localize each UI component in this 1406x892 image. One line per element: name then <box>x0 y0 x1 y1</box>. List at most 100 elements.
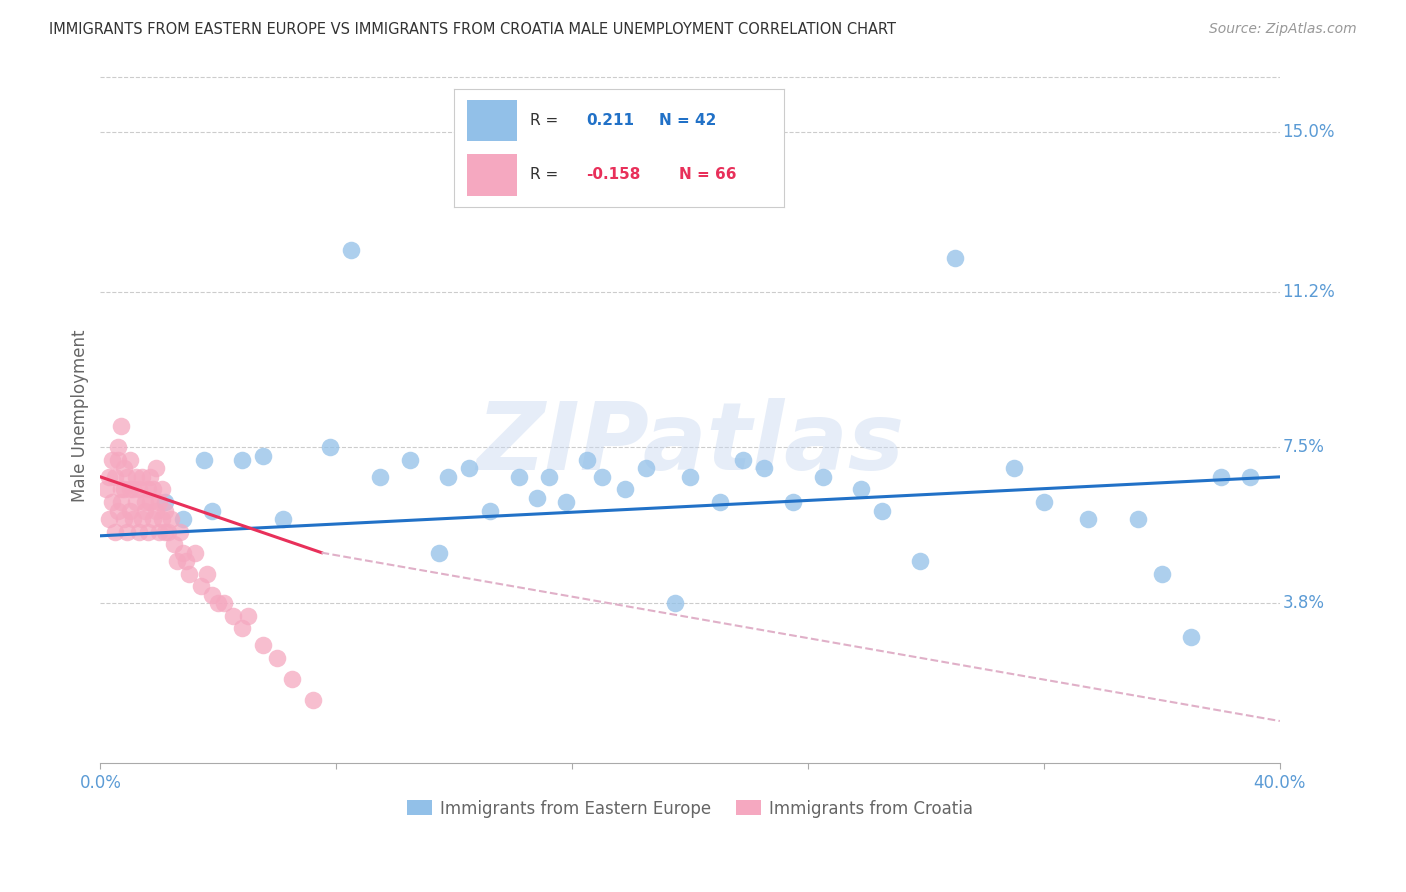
Point <box>125 495 148 509</box>
Point <box>1209 470 1232 484</box>
Point <box>125 470 148 484</box>
Point <box>110 419 132 434</box>
Point <box>121 483 143 497</box>
Point <box>142 512 165 526</box>
Point <box>201 503 224 517</box>
Text: 11.2%: 11.2% <box>1282 283 1334 301</box>
Point <box>301 693 323 707</box>
Point <box>177 566 200 581</box>
Point <box>148 495 170 509</box>
Point <box>96 483 118 497</box>
Point <box>207 596 229 610</box>
Point <box>134 503 156 517</box>
Point <box>112 483 135 497</box>
Point <box>118 483 141 497</box>
Point <box>437 470 460 484</box>
Point <box>231 453 253 467</box>
Point <box>458 461 481 475</box>
Point <box>281 672 304 686</box>
Point <box>478 503 501 517</box>
Point <box>131 470 153 484</box>
Point <box>150 512 173 526</box>
Point <box>1150 566 1173 581</box>
Text: Source: ZipAtlas.com: Source: ZipAtlas.com <box>1209 22 1357 37</box>
Point <box>1180 630 1202 644</box>
Point <box>193 453 215 467</box>
Point <box>107 453 129 467</box>
Point <box>110 483 132 497</box>
Text: IMMIGRANTS FROM EASTERN EUROPE VS IMMIGRANTS FROM CROATIA MALE UNEMPLOYMENT CORR: IMMIGRANTS FROM EASTERN EUROPE VS IMMIGR… <box>49 22 896 37</box>
Point <box>634 461 657 475</box>
Point <box>849 483 872 497</box>
Point <box>115 470 138 484</box>
Point <box>340 243 363 257</box>
Point <box>128 524 150 539</box>
Point <box>319 441 342 455</box>
Point <box>131 512 153 526</box>
Point <box>575 453 598 467</box>
Point <box>136 524 159 539</box>
Point <box>399 453 422 467</box>
Point <box>1128 512 1150 526</box>
Text: 3.8%: 3.8% <box>1282 594 1324 612</box>
Point <box>157 524 180 539</box>
Point <box>271 512 294 526</box>
Point <box>614 483 637 497</box>
Point <box>429 546 451 560</box>
Point <box>752 461 775 475</box>
Point <box>166 554 188 568</box>
Point <box>1032 495 1054 509</box>
Point <box>195 566 218 581</box>
Point <box>107 441 129 455</box>
Point <box>104 524 127 539</box>
Point <box>252 638 274 652</box>
Point <box>145 461 167 475</box>
Point <box>782 495 804 509</box>
Point <box>112 512 135 526</box>
Point <box>139 470 162 484</box>
Point <box>679 470 702 484</box>
Point <box>1239 470 1261 484</box>
Point <box>134 495 156 509</box>
Point <box>526 491 548 505</box>
Point <box>1077 512 1099 526</box>
Y-axis label: Male Unemployment: Male Unemployment <box>72 329 89 502</box>
Point <box>212 596 235 610</box>
Point <box>118 453 141 467</box>
Point <box>155 503 177 517</box>
Legend: Immigrants from Eastern Europe, Immigrants from Croatia: Immigrants from Eastern Europe, Immigran… <box>401 793 980 824</box>
Point <box>870 503 893 517</box>
Point <box>537 470 560 484</box>
Point <box>128 483 150 497</box>
Point <box>172 512 194 526</box>
Point <box>107 503 129 517</box>
Point <box>98 512 121 526</box>
Point <box>139 495 162 509</box>
Point <box>664 596 686 610</box>
Point <box>591 470 613 484</box>
Text: ZIPatlas: ZIPatlas <box>477 398 904 490</box>
Point <box>266 651 288 665</box>
Point <box>101 495 124 509</box>
Point <box>508 470 530 484</box>
Point <box>236 608 259 623</box>
Point <box>231 622 253 636</box>
Point <box>104 470 127 484</box>
Point <box>155 495 177 509</box>
Point <box>98 470 121 484</box>
Point <box>101 453 124 467</box>
Point <box>733 453 755 467</box>
Point <box>174 554 197 568</box>
Point <box>145 503 167 517</box>
Point <box>110 495 132 509</box>
Point <box>201 588 224 602</box>
Point <box>160 512 183 526</box>
Point <box>811 470 834 484</box>
Text: 7.5%: 7.5% <box>1282 438 1324 457</box>
Point <box>115 524 138 539</box>
Point <box>555 495 578 509</box>
Point <box>945 251 967 265</box>
Point <box>709 495 731 509</box>
Point <box>136 483 159 497</box>
Text: 15.0%: 15.0% <box>1282 123 1334 141</box>
